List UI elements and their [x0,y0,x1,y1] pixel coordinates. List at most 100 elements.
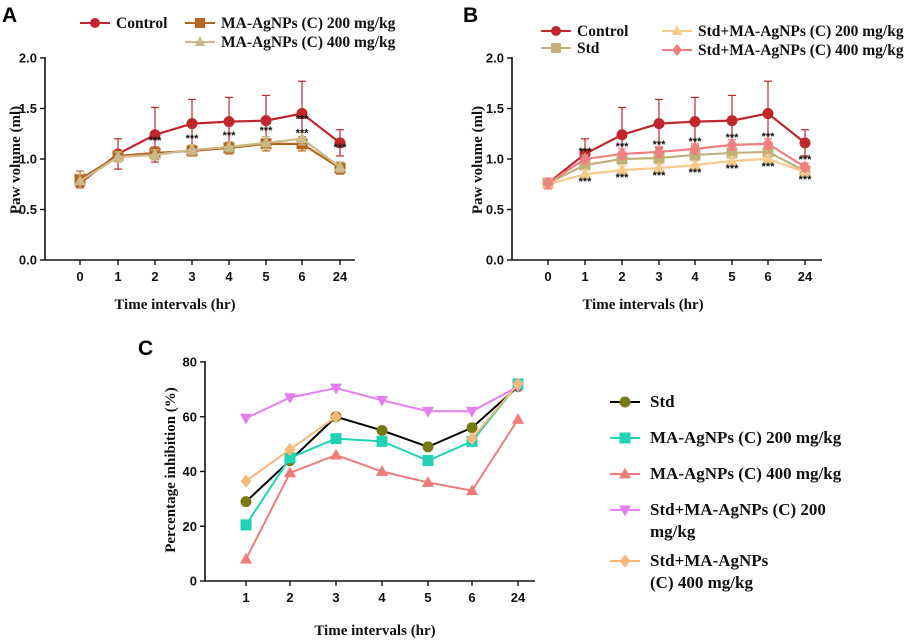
legend-item: Std+MA-AgNPs (C) 400 mg/kg [610,551,769,592]
legend-marker [551,43,561,53]
data-point [240,519,252,531]
legend-label: MA-AgNPs (C) 400 mg/kg [221,34,396,51]
legend-item: MA-AgNPs (C) 200 mg/kg [610,428,842,447]
data-point [465,484,479,496]
significance-star: *** [689,136,703,148]
legend-label: Std+MA-AgNPs [650,551,769,570]
data-point [466,422,478,434]
data-point [726,138,738,152]
data-point [653,118,665,130]
significance-star: *** [762,131,776,143]
x-tick-label: 6 [468,590,475,605]
data-point [295,132,309,144]
data-point [762,146,774,158]
series-line [79,137,341,183]
data-point [333,160,347,172]
series-ma-agnps-c-400-mg-kg [239,413,525,564]
significance-star: *** [689,167,703,179]
x-axis-title: Time intervals (hr) [582,297,703,313]
legend-item: MA-AgNPs (C) 200 mg/kg [185,15,396,32]
data-point [466,432,478,446]
x-tick-label: 24 [511,590,526,605]
data-point [284,443,296,457]
data-point [726,115,738,127]
significance-star: *** [579,146,593,158]
legend-marker [619,432,631,444]
data-point [725,154,739,166]
legend-marker [90,18,100,28]
significance-star: *** [799,174,813,186]
legend-label: (C) 400 mg/kg [650,573,753,592]
data-point [762,108,774,120]
data-point [375,395,389,407]
x-tick-label: 5 [728,269,735,284]
significance-star: *** [260,125,274,137]
y-tick-label: 0.5 [486,202,504,217]
legend-label: Std+MA-AgNPs (C) 200 [650,500,826,519]
data-point [240,496,252,508]
data-point [329,448,343,460]
data-point [73,174,87,186]
x-tick-label: 0 [76,269,83,284]
series-line [79,112,341,185]
y-tick-label: 0.0 [486,253,504,268]
data-point [222,140,236,152]
x-axis-title: Time intervals (hr) [314,623,435,639]
legend-label: Std [650,392,675,411]
significance-star: *** [186,133,200,145]
significance-star: *** [296,114,310,126]
x-tick-label: 5 [424,590,431,605]
legend-item: Control [541,23,629,40]
data-point [329,383,343,395]
x-tick-label: 3 [188,269,195,284]
panel-label: B [463,4,478,27]
x-tick-label: 2 [286,590,293,605]
data-point [186,118,198,130]
x-tick-label: 5 [262,269,269,284]
legend-marker [618,505,632,517]
data-point [422,455,434,467]
data-point [421,476,435,487]
legend-item: MA-AgNPs (C) 400 mg/kg [610,464,842,483]
significance-star: *** [726,163,740,175]
data-point [223,116,235,128]
legend-item: Std+MA-AgNPs (C) 400 mg/kg [662,42,904,59]
legend-marker [619,396,631,408]
legend-item: Std [610,392,675,411]
y-tick-label: 40 [183,464,197,479]
significance-star: *** [762,161,776,173]
y-tick-label: 1.5 [486,101,504,116]
data-point [185,143,199,155]
series-line [547,142,806,185]
data-point [726,147,738,159]
panel-b: B 0.0 0.5 1.0 1.5 2.0 0 1 2 3 4 5 6 24 Time intervals … [463,4,904,313]
legend-item: Control [80,15,168,32]
series-line [547,157,806,186]
data-point [375,465,389,476]
legend-marker [618,467,632,479]
x-tick-label: 1 [114,269,121,284]
x-tick-label: 0 [544,269,551,284]
significance-star: *** [579,176,593,188]
legend-label: MA-AgNPs (C) 200 mg/kg [650,428,842,447]
data-point [239,413,253,425]
data-point [653,145,665,159]
y-tick-label: 60 [183,409,197,424]
data-point [259,136,273,148]
x-axis-title: Time intervals (hr) [114,297,235,313]
legend-marker [194,36,206,46]
panel-label: A [2,4,17,27]
data-point [334,137,346,149]
y-tick-label: 0 [190,574,197,589]
data-point [239,552,253,564]
data-point [616,129,628,141]
data-point [260,115,272,127]
significance-star: *** [799,154,813,166]
data-point [284,452,296,464]
data-point [422,441,434,453]
y-tick-label: 2.0 [19,51,37,66]
legend-marker [619,554,631,568]
data-point [376,424,388,436]
series-std-ma-agnps-c-400-mg-kg [240,377,524,488]
